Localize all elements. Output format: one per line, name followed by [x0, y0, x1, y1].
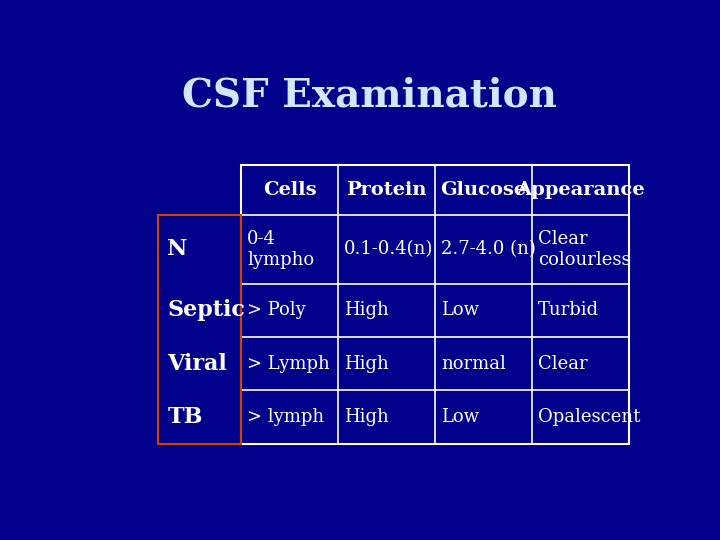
Text: High: High [344, 408, 389, 426]
Text: Cells: Cells [263, 181, 316, 199]
Text: High: High [344, 355, 389, 373]
Text: Septic: Septic [168, 299, 246, 321]
Text: Opalescent: Opalescent [538, 408, 640, 426]
Text: Clear: Clear [538, 355, 588, 373]
Text: > Lymph: > Lymph [248, 355, 330, 373]
Text: High: High [344, 301, 389, 319]
Text: normal: normal [441, 355, 506, 373]
Text: Viral: Viral [168, 353, 228, 375]
Text: Clear
colourless: Clear colourless [538, 230, 631, 269]
Text: Low: Low [441, 408, 479, 426]
Text: 0-4
lympho: 0-4 lympho [248, 230, 315, 269]
Text: Low: Low [441, 301, 479, 319]
Text: Glucose: Glucose [440, 181, 526, 199]
Text: N: N [168, 238, 188, 260]
Text: Appearance: Appearance [516, 181, 644, 199]
Text: 0.1-0.4(n): 0.1-0.4(n) [344, 240, 433, 258]
Text: 2.7-4.0 (n): 2.7-4.0 (n) [441, 240, 536, 258]
Text: CSF Examination: CSF Examination [181, 77, 557, 114]
Text: Protein: Protein [346, 181, 427, 199]
Text: TB: TB [168, 406, 203, 428]
Bar [158, 215, 241, 444]
Text: > lymph: > lymph [248, 408, 325, 426]
Text: > Poly: > Poly [248, 301, 306, 319]
Text: Turbid: Turbid [538, 301, 599, 319]
Bar [241, 165, 629, 444]
